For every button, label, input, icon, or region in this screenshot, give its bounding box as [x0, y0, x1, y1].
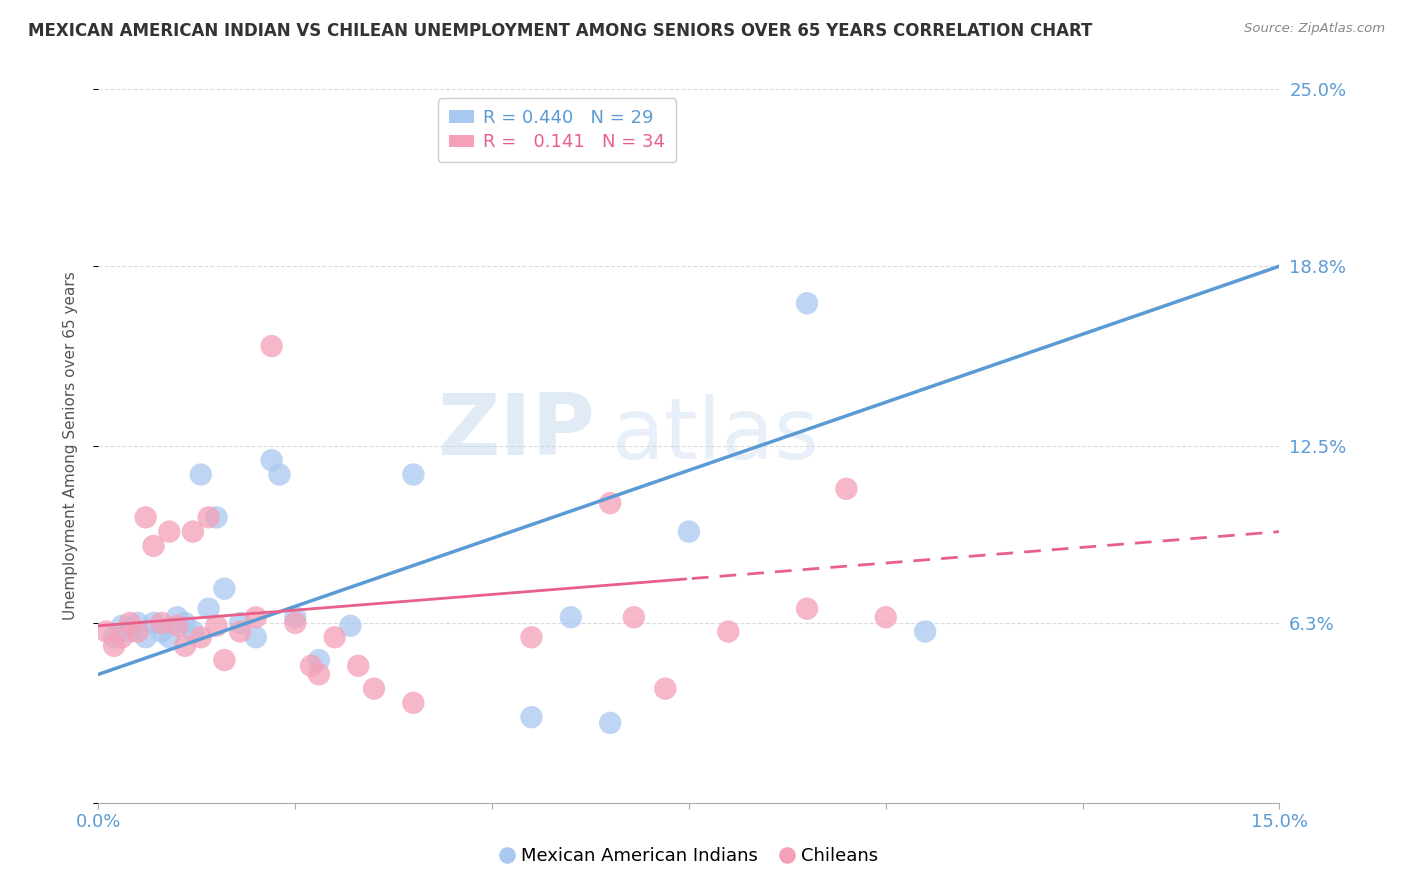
Point [717, 624, 740, 639]
Point [229, 624, 252, 639]
Point [402, 696, 425, 710]
Point [308, 653, 330, 667]
Legend: Mexican American Indians, Chileans: Mexican American Indians, Chileans [492, 840, 886, 872]
Text: MEXICAN AMERICAN INDIAN VS CHILEAN UNEMPLOYMENT AMONG SENIORS OVER 65 YEARS CORR: MEXICAN AMERICAN INDIAN VS CHILEAN UNEMP… [28, 22, 1092, 40]
Point [796, 296, 818, 310]
Point [260, 453, 283, 467]
Point [835, 482, 858, 496]
Point [796, 601, 818, 615]
Point [875, 610, 897, 624]
Point [181, 524, 204, 539]
Point [103, 639, 125, 653]
Point [157, 524, 180, 539]
Point [914, 624, 936, 639]
Point [214, 582, 236, 596]
Point [135, 510, 157, 524]
Point [205, 619, 228, 633]
Point [347, 658, 370, 673]
Point [197, 601, 219, 615]
Point [111, 619, 134, 633]
Point [150, 615, 173, 630]
Y-axis label: Unemployment Among Seniors over 65 years: Unemployment Among Seniors over 65 years [63, 272, 77, 620]
Point [166, 619, 188, 633]
Point [214, 653, 236, 667]
Point [190, 467, 212, 482]
Point [127, 624, 149, 639]
Point [111, 630, 134, 644]
Point [654, 681, 676, 696]
Point [157, 630, 180, 644]
Point [560, 610, 582, 624]
Point [599, 715, 621, 730]
Point [205, 510, 228, 524]
Point [308, 667, 330, 681]
Point [284, 610, 307, 624]
Text: Source: ZipAtlas.com: Source: ZipAtlas.com [1244, 22, 1385, 36]
Point [190, 630, 212, 644]
Point [363, 681, 385, 696]
Text: atlas: atlas [612, 393, 820, 477]
Point [118, 615, 141, 630]
Point [402, 467, 425, 482]
Point [174, 639, 197, 653]
Point [166, 610, 188, 624]
Text: ZIP: ZIP [437, 390, 595, 474]
Point [174, 615, 197, 630]
Point [284, 615, 307, 630]
Point [520, 710, 543, 724]
Point [245, 610, 267, 624]
Point [197, 510, 219, 524]
Point [135, 630, 157, 644]
Point [229, 615, 252, 630]
Point [96, 624, 118, 639]
Point [299, 658, 322, 673]
Point [339, 619, 361, 633]
Point [103, 630, 125, 644]
Point [323, 630, 346, 644]
Point [142, 615, 165, 630]
Point [623, 610, 645, 624]
Point [118, 624, 141, 639]
Point [520, 630, 543, 644]
Point [599, 496, 621, 510]
Point [269, 467, 291, 482]
Point [181, 624, 204, 639]
Point [127, 615, 149, 630]
Point [678, 524, 700, 539]
Point [245, 630, 267, 644]
Point [150, 624, 173, 639]
Point [260, 339, 283, 353]
Point [142, 539, 165, 553]
